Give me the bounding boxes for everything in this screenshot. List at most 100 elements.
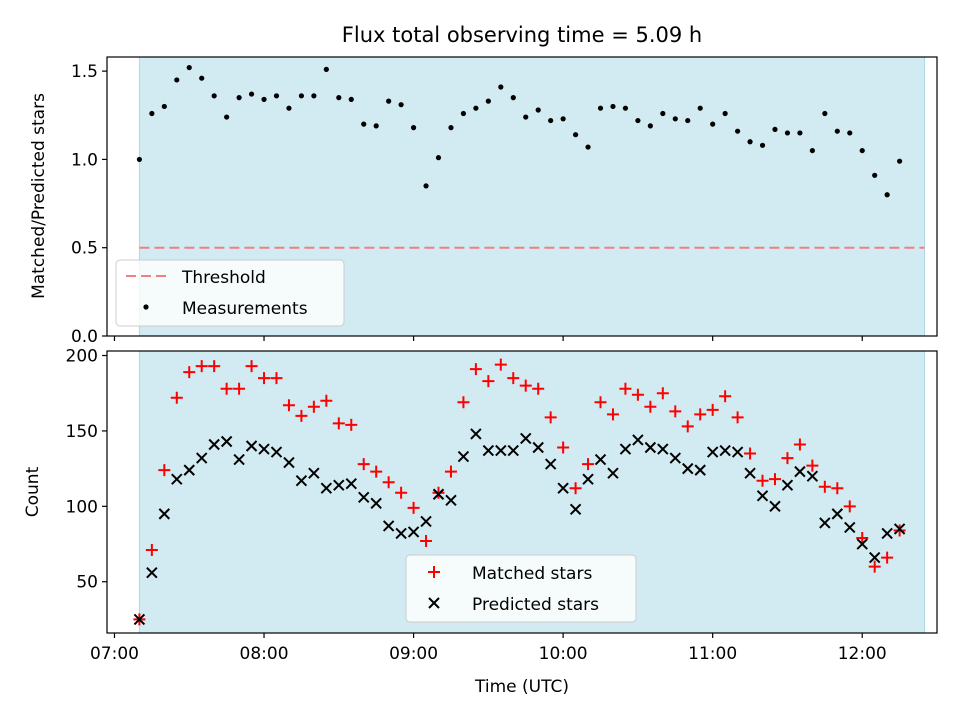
ratio-x-ticks (113, 336, 863, 341)
measurement-point (610, 103, 616, 110)
matched-star-point (245, 360, 258, 373)
matched-star-point (158, 464, 171, 477)
predicted-star-point (407, 526, 420, 538)
measurement-point (423, 183, 429, 189)
matched-star-point (270, 372, 283, 385)
measurement-point (747, 139, 753, 145)
predicted-star-point (370, 497, 382, 510)
matched-star-point (494, 358, 507, 371)
measurement-point (174, 77, 180, 83)
matched-star-point (806, 459, 819, 472)
y-tick-label: 0.5 (71, 239, 98, 259)
predicted-star-point (868, 551, 881, 564)
count-panel: 50 100 150 200 07:00 08:00 09:00 10:00 11:00 12:… (23, 347, 938, 697)
measurement-point (859, 147, 865, 154)
measurement-point (199, 75, 205, 81)
measurement-point (473, 105, 479, 111)
predicted-star-point (233, 453, 245, 466)
predicted-star-point (569, 503, 582, 516)
matched-star-point (295, 409, 308, 422)
predicted-star-point (582, 473, 594, 485)
matched-star-point (432, 486, 445, 499)
measurement-point (311, 93, 317, 99)
measurement-point (759, 142, 766, 148)
matched-star-point (619, 382, 632, 395)
measurement-point (485, 98, 491, 104)
matched-star-point (582, 458, 595, 471)
x-tick-label: 12:00 (838, 644, 887, 664)
measurement-point (523, 114, 529, 120)
predicted-star-point (470, 428, 482, 440)
predicted-star-point (146, 566, 158, 579)
predicted-star-point (270, 446, 283, 458)
predicted-star-point (258, 443, 270, 455)
matched-star-point (881, 551, 894, 564)
predicted-star-point (706, 446, 719, 458)
predicted-star-point (420, 515, 432, 528)
matched-star-point (457, 396, 470, 409)
predicted-star-point (632, 434, 644, 446)
predicted-star-point (295, 474, 308, 487)
predicted-star-point (432, 488, 445, 500)
predicted-star-point (669, 452, 681, 464)
matched-star-point (258, 372, 271, 385)
measurement-point (224, 114, 230, 120)
predicted-star-point (594, 453, 607, 466)
matched-star-point (370, 465, 383, 478)
matched-star-point (507, 372, 520, 385)
matched-star-point (631, 388, 644, 401)
predicted-star-point (445, 494, 457, 507)
measurement-point (448, 125, 454, 131)
matched-star-point (145, 544, 158, 557)
matched-star-point (407, 501, 420, 514)
matched-star-point (831, 482, 844, 495)
predicted-stars-points (133, 428, 906, 626)
measurement-point (186, 64, 192, 71)
measurement-point (635, 117, 641, 124)
figure-title: Flux total observing time = 5.09 h (342, 23, 702, 47)
measurement-point (161, 103, 167, 110)
x-tick-label: 07:00 (90, 644, 139, 664)
matched-star-point (469, 363, 482, 376)
matched-star-point (843, 500, 856, 513)
legend-measurements-swatch (143, 304, 149, 310)
measurement-point (149, 110, 155, 117)
matched-star-point (557, 441, 570, 454)
predicted-star-point (544, 458, 557, 470)
predicted-star-point (158, 508, 171, 520)
measurement-point (585, 144, 591, 150)
predicted-star-point (507, 444, 519, 457)
measurement-point (560, 116, 566, 122)
measurement-point (386, 98, 392, 104)
predicted-star-point (644, 441, 657, 454)
matched-star-point (818, 480, 831, 493)
predicted-star-point (719, 444, 731, 457)
predicted-star-point (557, 482, 569, 494)
measurement-point (261, 96, 267, 102)
predicted-star-point (171, 473, 183, 485)
measurement-point (772, 126, 778, 132)
measurement-point (897, 158, 903, 164)
y-tick-label: 0.0 (71, 327, 98, 347)
predicted-star-point (756, 490, 769, 502)
matched-star-point (420, 535, 433, 548)
predicted-star-point (520, 432, 532, 445)
predicted-star-point (495, 444, 507, 457)
matched-star-point (544, 411, 557, 424)
predicted-star-point (283, 456, 295, 469)
matched-star-point (320, 394, 333, 407)
measurement-point (672, 116, 678, 122)
predicted-star-point (308, 467, 320, 479)
predicted-star-point (806, 470, 819, 482)
y-tick-label: 100 (66, 497, 98, 517)
predicted-star-point (358, 491, 370, 503)
measurement-point (510, 95, 516, 101)
y-tick-label: 1.5 (71, 62, 98, 82)
predicted-star-point (607, 467, 619, 479)
measurement-point (872, 172, 878, 178)
measurement-point (834, 128, 840, 134)
matched-star-point (694, 408, 707, 421)
measurement-point (884, 192, 890, 198)
measurement-point (535, 107, 541, 113)
ratio-panel: 0.0 0.5 1.0 1.5 Matched/Predicted stars Thr… (29, 56, 938, 347)
